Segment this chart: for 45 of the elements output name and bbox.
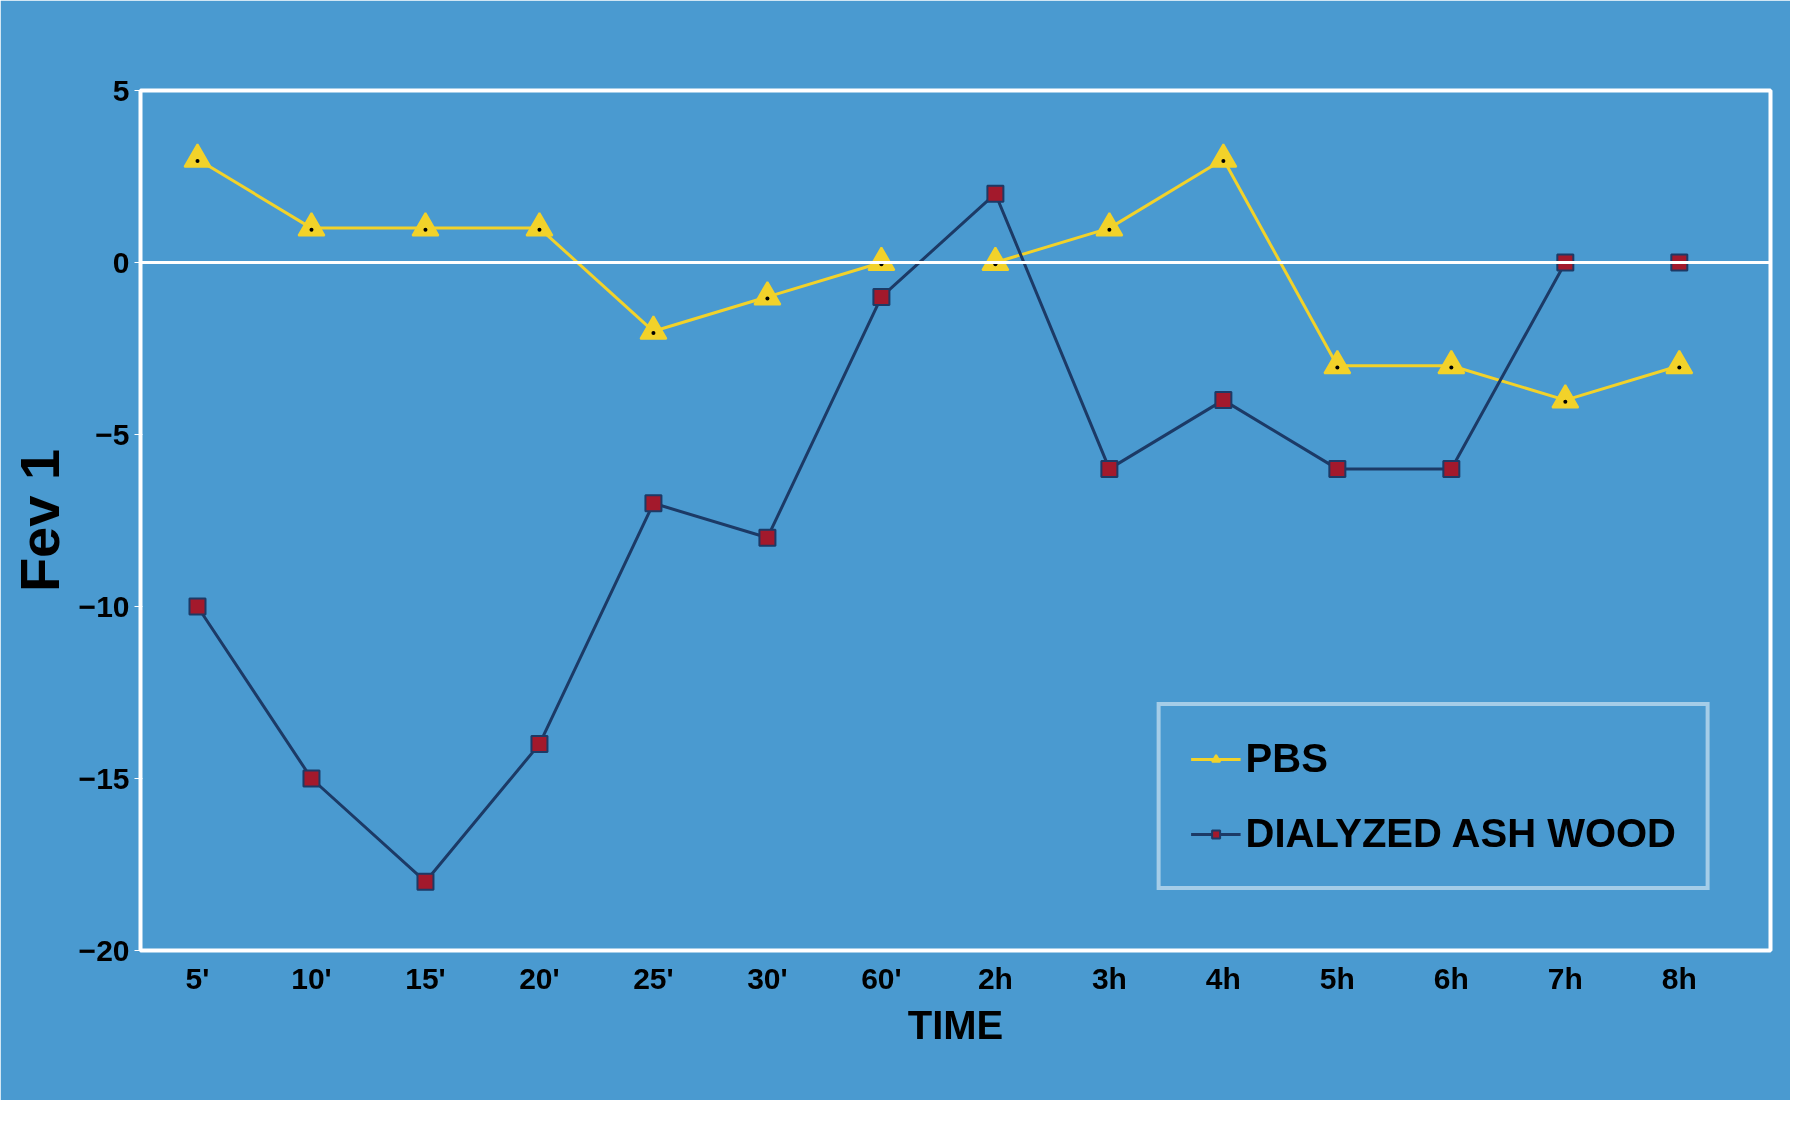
point: [1100, 459, 1119, 478]
x-tick-label: 15': [405, 961, 446, 995]
legend-label: DIALYZED ASH WOOD: [1245, 811, 1676, 856]
y-tick-label: −5: [95, 417, 130, 451]
y-axis-title: Fev 1: [7, 448, 71, 593]
point: [302, 769, 321, 788]
x-tick-label: 25': [633, 961, 674, 995]
point: [1437, 349, 1466, 375]
x-tick-label: 6h: [1433, 961, 1469, 995]
x-tick-label: 30': [747, 961, 788, 995]
point: [183, 143, 212, 168]
y-tick-label: 0: [112, 245, 130, 279]
y-tick-label: −10: [78, 589, 130, 623]
x-tick-label: 4h: [1205, 961, 1241, 995]
point: [188, 597, 207, 616]
x-tick-label: 5h: [1319, 961, 1355, 995]
point: [639, 315, 668, 340]
x-axis-title: TIME: [907, 1002, 1004, 1047]
point: [530, 735, 549, 754]
x-tick-label: 7h: [1547, 961, 1583, 995]
point: [1665, 349, 1694, 375]
point: [297, 212, 326, 237]
x-tick-label: 8h: [1661, 961, 1697, 995]
x-tick-label: 20': [519, 961, 560, 995]
point: [525, 212, 554, 237]
point: [644, 494, 663, 513]
x-tick-label: 10': [291, 961, 332, 995]
point: [1095, 212, 1124, 237]
point: [1323, 349, 1352, 375]
point: [1209, 143, 1238, 168]
point: [1328, 459, 1347, 478]
x-tick-label: 5': [185, 961, 210, 995]
point: [416, 872, 435, 891]
point: [1551, 384, 1580, 409]
point: [753, 280, 782, 306]
point: [1442, 459, 1461, 478]
x-tick-label: 2h: [977, 961, 1013, 995]
point: [411, 212, 440, 237]
y-tick-label: −15: [78, 761, 130, 795]
y-tick-label: −20: [78, 933, 130, 967]
y-tick-label: 5: [112, 73, 130, 107]
x-tick-label: 60': [861, 961, 902, 995]
x-tick-label: 3h: [1091, 961, 1127, 995]
legend-label: PBS: [1245, 736, 1328, 781]
point: [758, 528, 777, 547]
